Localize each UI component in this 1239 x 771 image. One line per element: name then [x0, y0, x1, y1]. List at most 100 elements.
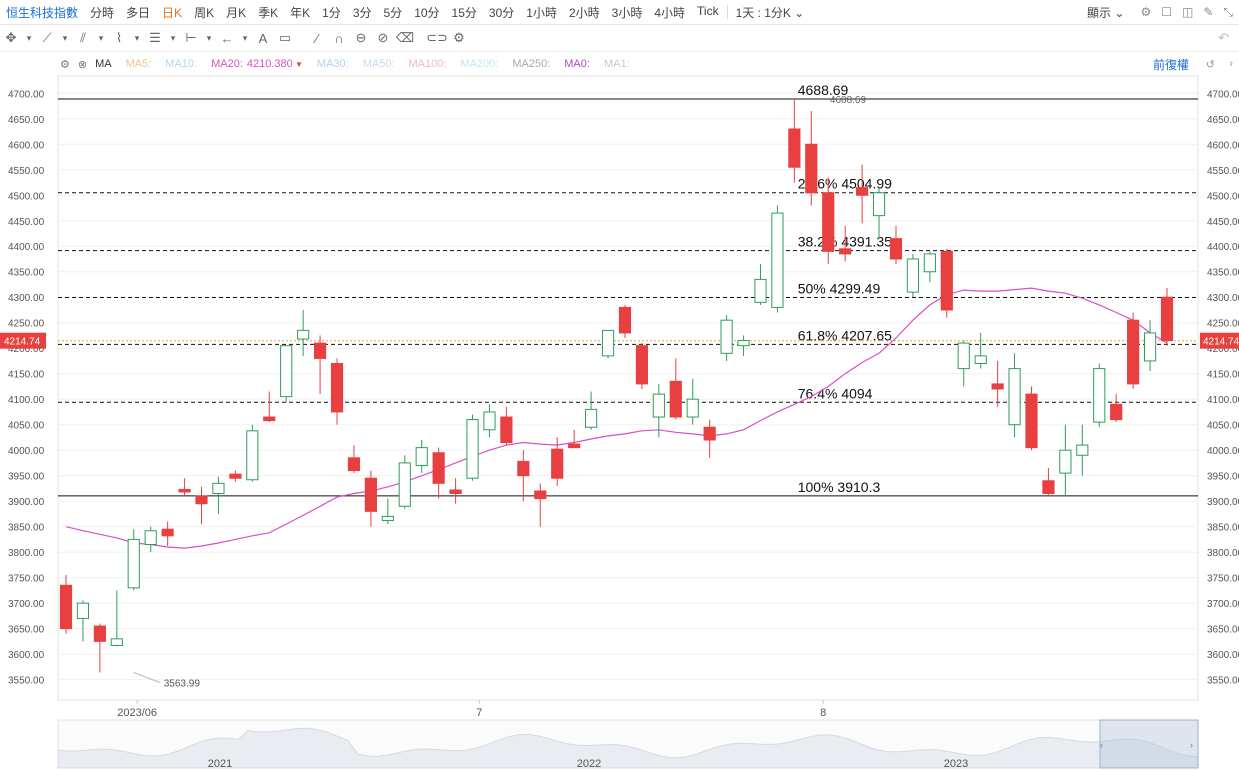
- ma-label: MA250:: [512, 58, 551, 70]
- candle: [110, 590, 123, 647]
- candle: [229, 470, 242, 482]
- period-tab[interactable]: 4小時: [654, 5, 686, 20]
- trendline-icon[interactable]: ⟋: [42, 30, 52, 45]
- fib-level-label: 50% 4299.49: [798, 280, 881, 296]
- chevron-down-icon: ⌄: [794, 5, 805, 20]
- y-tick-label-left: 4100.00: [8, 395, 45, 406]
- measure-icon[interactable]: ⊢: [185, 30, 197, 45]
- camera-icon[interactable]: ◫: [1181, 5, 1194, 19]
- close-icon[interactable]: ⊗: [77, 58, 88, 71]
- y-tick-label-right: 3550.00: [1207, 676, 1239, 687]
- period-tab[interactable]: 5分: [383, 5, 403, 20]
- ma-label: MA10:: [165, 58, 198, 70]
- period-tab[interactable]: 3小時: [611, 5, 643, 20]
- period-tab[interactable]: 3分: [352, 5, 372, 20]
- chevron-down-icon[interactable]: ▾: [170, 32, 176, 43]
- period-tab[interactable]: 分時: [90, 5, 115, 20]
- chevron-down-icon[interactable]: ▾: [98, 32, 104, 43]
- chevron-down-icon[interactable]: ▾: [134, 32, 140, 43]
- caret-down-icon: ▼: [292, 60, 303, 69]
- y-tick-label-left: 4250.00: [8, 319, 45, 330]
- candle-body: [178, 488, 191, 493]
- period-tab[interactable]: 周K: [194, 5, 215, 20]
- candle-body: [330, 363, 344, 413]
- fibonacci-icon[interactable]: ☰: [149, 30, 161, 45]
- y-tick-label-left: 4600.00: [8, 140, 45, 151]
- display-menu[interactable]: 顯示 ⌄: [1081, 4, 1130, 21]
- period-tab[interactable]: 2小時: [568, 5, 600, 20]
- hide-icon[interactable]: ⊘: [377, 30, 389, 45]
- undo-icon[interactable]: ↺: [1205, 58, 1215, 71]
- candle: [178, 478, 191, 496]
- y-tick-label-left: 3600.00: [8, 650, 45, 661]
- text-icon[interactable]: A: [258, 30, 268, 46]
- magnet-icon[interactable]: ∩: [334, 30, 344, 46]
- ma-item[interactable]: MA200:: [460, 58, 498, 70]
- ma-item[interactable]: MA20: 4210.380 ▼: [211, 58, 303, 70]
- comment-icon[interactable]: ▭: [278, 30, 292, 45]
- ma-item[interactable]: MA5:: [126, 58, 152, 70]
- eraser-icon[interactable]: ∕: [315, 30, 319, 46]
- candle: [1143, 320, 1157, 372]
- candle: [720, 315, 733, 361]
- gear-icon[interactable]: ⚙: [60, 58, 70, 71]
- chevron-right-icon[interactable]: ›: [1229, 58, 1233, 70]
- period-tab[interactable]: 30分: [488, 5, 515, 20]
- square-icon[interactable]: ☐: [1161, 5, 1172, 19]
- candle-body: [923, 253, 936, 273]
- trash-icon[interactable]: ⌫: [395, 30, 415, 45]
- arrow-icon[interactable]: ←: [220, 30, 234, 46]
- adjust-mode[interactable]: 前復權: [1152, 57, 1189, 72]
- candle-body: [703, 426, 716, 441]
- ma-item[interactable]: MA50:: [363, 58, 395, 70]
- ma-item[interactable]: MA10:: [165, 58, 197, 70]
- period-tab[interactable]: 年K: [290, 5, 311, 20]
- candle: [161, 521, 174, 547]
- gear-icon[interactable]: ⚙: [1140, 5, 1152, 19]
- chevron-down-icon[interactable]: ▾: [242, 32, 248, 43]
- candle: [889, 225, 903, 265]
- pattern-icon[interactable]: ⌇: [115, 30, 123, 45]
- ma-item[interactable]: MA0:: [564, 58, 590, 70]
- period-tab[interactable]: 1小時: [526, 5, 557, 20]
- y-tick-label-right: 4300.00: [1207, 293, 1239, 304]
- period-tab[interactable]: 日K: [162, 5, 183, 20]
- chevron-down-icon[interactable]: ▾: [206, 32, 212, 43]
- candle: [263, 391, 276, 423]
- channel-icon[interactable]: ⫽: [80, 30, 86, 45]
- high-annotation: 4688.69: [830, 95, 867, 106]
- crosshair-icon[interactable]: ✥: [5, 30, 17, 45]
- candle-body: [771, 212, 784, 308]
- settings-icon[interactable]: ⚙: [453, 30, 465, 45]
- pencil-icon[interactable]: ✎: [1203, 5, 1214, 19]
- candle: [330, 358, 344, 425]
- period-tab[interactable]: Tick: [697, 3, 719, 18]
- ma-item[interactable]: MA250:: [512, 58, 550, 70]
- candle-body: [263, 416, 276, 422]
- candle: [500, 406, 513, 446]
- period-tab[interactable]: 10分: [414, 5, 440, 20]
- fullscreen-icon[interactable]: ⤡: [1223, 4, 1233, 19]
- display-label: 顯示: [1087, 5, 1112, 20]
- undo-icon[interactable]: ↶: [1218, 30, 1229, 45]
- lock-icon[interactable]: ⊖: [355, 30, 367, 45]
- period-tab[interactable]: 月K: [226, 5, 247, 20]
- period-tab[interactable]: 多日: [126, 5, 151, 20]
- period-tab[interactable]: 1分: [322, 5, 341, 20]
- period-tab[interactable]: 15分: [451, 5, 477, 20]
- ma-item[interactable]: MA1:: [604, 58, 630, 70]
- indicator-name[interactable]: MA: [95, 58, 112, 70]
- candle-body: [822, 192, 835, 252]
- link-icon[interactable]: ⊂⊃: [426, 30, 448, 45]
- chevron-down-icon[interactable]: ▾: [62, 32, 68, 43]
- ma-item[interactable]: MA30:: [317, 58, 349, 70]
- price-tag-right: [1200, 332, 1239, 349]
- symbol-name[interactable]: 恒生科技指數: [6, 5, 79, 20]
- candle: [551, 437, 564, 486]
- ma-item[interactable]: MA100:: [409, 58, 447, 70]
- chevron-down-icon[interactable]: ▾: [26, 32, 32, 43]
- candle-body: [618, 306, 632, 334]
- period-tab[interactable]: 季K: [258, 5, 279, 20]
- range-selector[interactable]: 1天 : 1分K ⌄: [730, 4, 811, 21]
